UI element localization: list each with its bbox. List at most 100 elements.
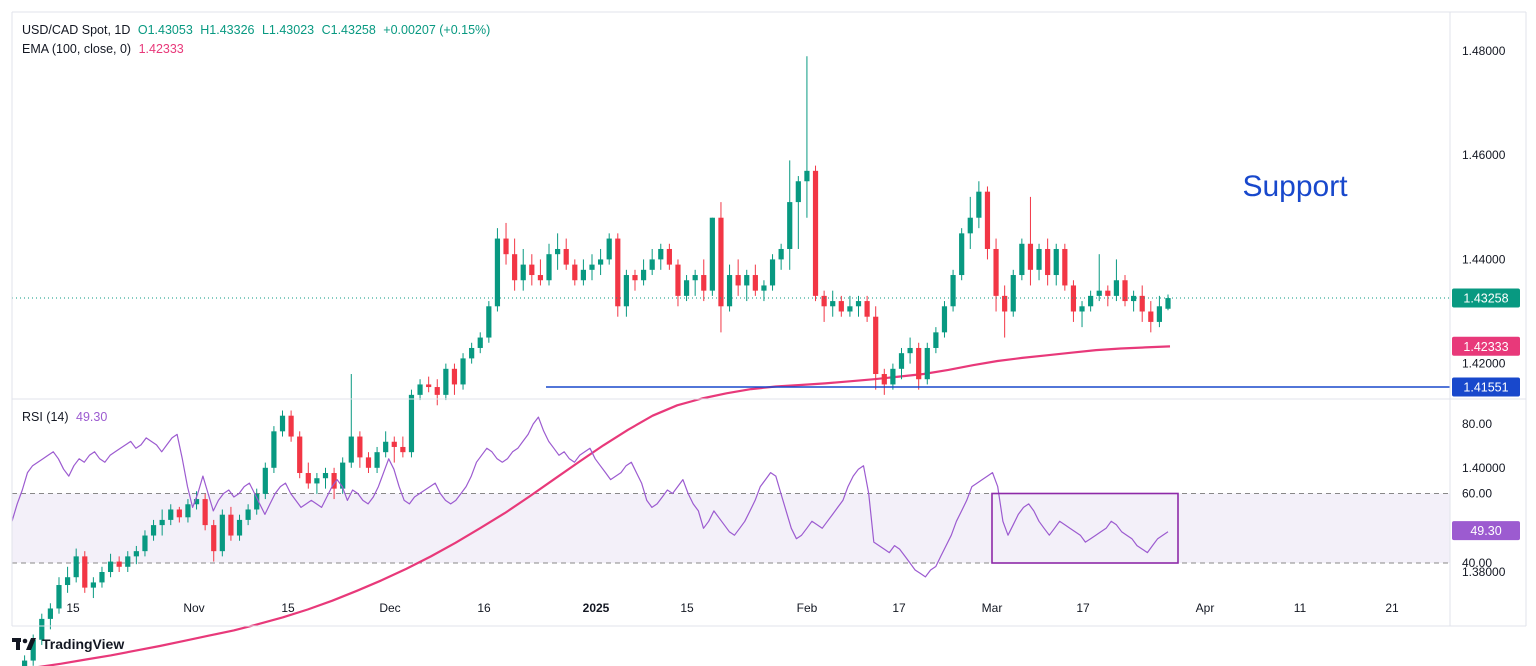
candle-body	[830, 301, 836, 307]
last-price-label-bg	[1452, 288, 1520, 308]
candle	[623, 269, 629, 317]
candle-body	[1105, 290, 1111, 296]
candle	[812, 165, 819, 302]
candle	[1088, 290, 1094, 312]
candle-body	[116, 561, 122, 567]
candle	[21, 655, 28, 666]
candle	[907, 337, 913, 364]
candle	[73, 548, 79, 583]
candle	[150, 519, 157, 541]
price-tick-label: 1.40000	[1462, 461, 1506, 475]
last-price-label: 1.43258	[1463, 292, 1508, 306]
candle	[787, 160, 793, 270]
candle	[890, 363, 896, 390]
candle	[984, 186, 991, 260]
candle-body	[1156, 306, 1163, 322]
candle-body	[1088, 295, 1094, 307]
candle-body	[589, 264, 595, 270]
candle	[735, 259, 741, 296]
tradingview-icon	[12, 638, 36, 650]
rsi-label[interactable]: RSI (14)	[22, 410, 69, 424]
candle	[383, 431, 389, 458]
ema-price-label-bg	[1452, 336, 1520, 356]
candle-body	[950, 275, 956, 307]
candle	[408, 389, 415, 458]
rsi-tick-label: 60.00	[1462, 487, 1492, 501]
candle	[701, 259, 707, 302]
candle	[417, 379, 423, 401]
candle	[606, 233, 612, 265]
candle	[666, 243, 672, 270]
candle	[658, 243, 664, 270]
candle-body	[1010, 275, 1016, 312]
candle-body	[1122, 280, 1128, 302]
candle	[1156, 295, 1163, 328]
rsi-legend: RSI (14) 49.30	[22, 410, 111, 424]
candle-body	[254, 493, 260, 510]
time-tick-label: 17	[892, 601, 906, 615]
candle	[357, 431, 363, 468]
candle-body	[933, 332, 939, 348]
tradingview-wordmark: TradingView	[42, 636, 125, 652]
candle	[322, 467, 329, 489]
candle-body	[984, 191, 991, 249]
tradingview-logo[interactable]: TradingView	[12, 636, 124, 652]
candle-body	[159, 519, 165, 526]
candle-body	[400, 446, 406, 453]
candle	[1027, 196, 1034, 286]
candle-body	[864, 301, 870, 317]
price-tick-label: 1.44000	[1462, 252, 1506, 266]
candle	[649, 248, 655, 276]
candle	[873, 306, 879, 390]
candle-body	[340, 462, 346, 489]
candle-body	[1113, 280, 1120, 296]
candle-body	[21, 660, 28, 666]
candle-body	[718, 217, 724, 307]
price-tick-label: 1.38000	[1462, 565, 1506, 579]
candle	[176, 506, 182, 523]
candle-body	[297, 436, 303, 474]
candle	[640, 259, 647, 286]
candle	[279, 410, 286, 437]
candle	[254, 488, 260, 515]
candle	[589, 254, 595, 281]
candle	[391, 436, 397, 463]
candle	[305, 462, 311, 489]
candle-body	[761, 285, 767, 291]
candle-body	[537, 275, 544, 281]
candle-body	[56, 585, 62, 609]
candle	[718, 202, 724, 333]
candle-body	[701, 275, 707, 291]
symbol-title[interactable]: USD/CAD Spot, 1D	[22, 23, 131, 37]
candle-body	[357, 436, 363, 458]
candle	[821, 290, 827, 322]
candle-body	[469, 347, 475, 359]
candle-body	[898, 353, 905, 369]
candle	[443, 363, 449, 401]
candle-body	[623, 275, 629, 307]
candle-body	[993, 248, 999, 296]
candle-body	[1165, 298, 1171, 309]
candle-body	[812, 170, 819, 296]
candle-body	[202, 499, 208, 526]
candle-body	[1045, 248, 1051, 276]
candle-body	[142, 535, 148, 552]
ema-label[interactable]: EMA (100, close, 0)	[22, 42, 132, 56]
candle	[804, 56, 810, 218]
candle-body	[262, 467, 268, 494]
candle	[469, 342, 475, 364]
candle-body	[228, 514, 234, 536]
candle-body	[460, 358, 466, 385]
candle-body	[279, 415, 286, 432]
candle-body	[408, 394, 415, 453]
candle-body	[976, 191, 982, 218]
candles-layer	[21, 56, 1171, 666]
candle	[512, 238, 518, 291]
candle	[219, 509, 225, 557]
candle	[709, 217, 715, 296]
candle-body	[305, 473, 311, 484]
candle-body	[555, 248, 561, 255]
time-tick-label: 15	[680, 601, 694, 615]
candle	[1148, 301, 1154, 333]
